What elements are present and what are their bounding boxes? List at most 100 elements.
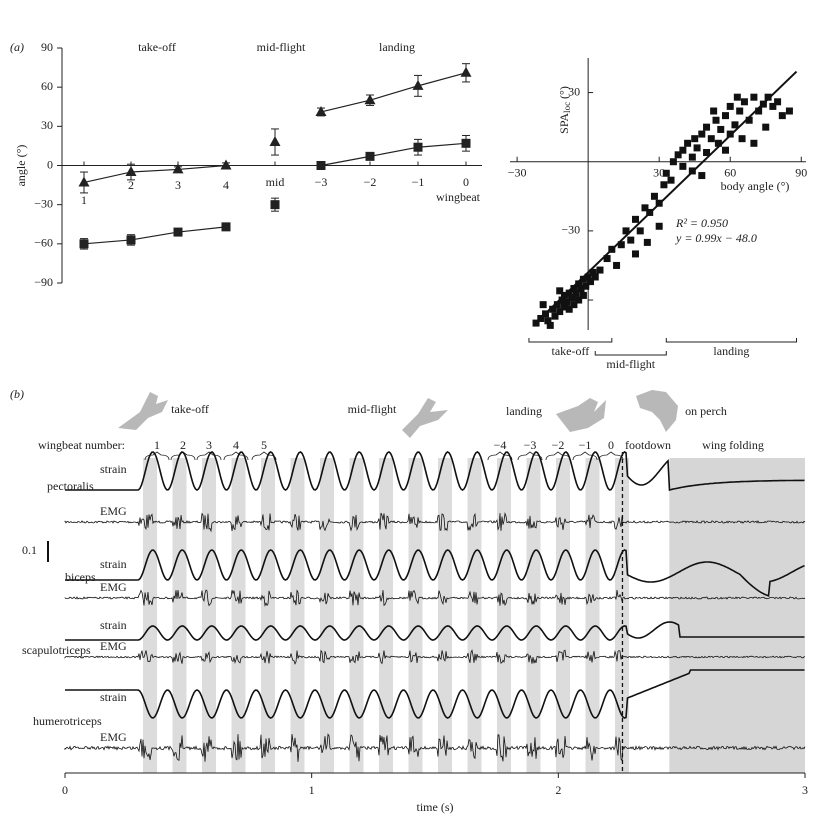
- wingbeat-number: −1: [579, 438, 592, 452]
- bird-midflight: [402, 398, 448, 438]
- signal-label: EMG: [100, 639, 127, 653]
- scatter-point: [733, 93, 741, 101]
- y-tick-label: 60: [41, 79, 53, 93]
- y-tick-label: 0: [47, 157, 53, 171]
- scatter-point: [755, 107, 763, 115]
- x-axis-label: body angle (°): [721, 179, 790, 193]
- wingbeat-number: 2: [180, 438, 186, 452]
- scatter-point: [679, 162, 687, 170]
- wingbeat-number: −4: [494, 438, 507, 452]
- scatter-point: [660, 181, 668, 189]
- muscle-name: pectoralis: [47, 479, 94, 493]
- triangle-marker: [172, 163, 184, 174]
- scatter-point: [577, 285, 585, 293]
- phase-bracket: [528, 338, 613, 343]
- bird-perch: [636, 390, 678, 432]
- bird-takeoff: [118, 392, 168, 430]
- scatter-point: [738, 135, 746, 143]
- y-tick-label: 30: [568, 84, 580, 98]
- phase-bracket: [665, 338, 798, 343]
- scatter-point: [662, 169, 670, 177]
- phase-label: on perch: [685, 404, 727, 418]
- x-tick-label: 1: [81, 193, 87, 207]
- square-marker: [173, 227, 183, 237]
- phase-annotation: take-off: [138, 40, 176, 54]
- scatter-point: [632, 215, 640, 223]
- muscle-name: scapulotriceps: [22, 643, 91, 657]
- wingbeat-stripe: [261, 458, 275, 773]
- scatter-point: [714, 139, 722, 147]
- emg-trace: [64, 649, 806, 665]
- y-tick-label: −30: [561, 223, 580, 237]
- scatter-point: [582, 282, 590, 290]
- y-axis-label: SPAloc (°): [557, 86, 572, 134]
- strain-trace: [65, 451, 805, 492]
- scatter-point: [575, 280, 583, 288]
- wingbeat-stripe: [320, 458, 334, 773]
- series-segment: [417, 72, 467, 87]
- wingbeat-brace: [196, 451, 222, 461]
- series-segment: [83, 171, 132, 184]
- triangle-marker: [78, 176, 90, 187]
- phase-label: mid-flight: [606, 357, 655, 371]
- x-tick-label: 90: [795, 165, 807, 179]
- triangle-marker: [220, 159, 232, 170]
- wingbeat-number: 0: [608, 438, 614, 452]
- scatter-point: [698, 172, 706, 180]
- scatter-point: [750, 93, 758, 101]
- scatter-point: [596, 266, 604, 274]
- square-marker: [365, 151, 375, 161]
- phase-label: mid-flight: [348, 402, 397, 416]
- series-segment: [417, 142, 467, 148]
- wingbeat-stripe: [585, 458, 600, 773]
- x-tick-label: 3: [802, 783, 808, 797]
- series-segment: [320, 99, 371, 113]
- scatter-point: [693, 144, 701, 152]
- scatter-point: [721, 112, 729, 120]
- triangle-marker: [125, 166, 137, 177]
- panel-label: (a): [10, 40, 24, 54]
- series-segment: [83, 239, 132, 245]
- muscle-name: biceps: [65, 570, 96, 584]
- strain-trace: [65, 549, 805, 598]
- bird-silhouettes: [118, 390, 678, 438]
- scatter-point: [632, 250, 640, 258]
- fit-line: [535, 70, 798, 324]
- scatter-point: [617, 241, 625, 249]
- triangle-marker: [460, 66, 472, 77]
- scatter-point: [622, 227, 630, 235]
- triangle-marker: [412, 79, 424, 90]
- emg-trace: [64, 589, 806, 607]
- equation-label: y = 0.99x − 48.0: [675, 231, 757, 245]
- square-marker: [270, 200, 280, 210]
- x-tick-label: 2: [555, 783, 561, 797]
- square-marker: [413, 142, 423, 152]
- signal-label: EMG: [100, 580, 127, 594]
- square-marker: [316, 161, 326, 170]
- wingbeat-stripe: [556, 458, 570, 773]
- wingbeat-stripe: [290, 458, 305, 773]
- scatter-point: [591, 273, 599, 281]
- scatter-point: [563, 298, 571, 306]
- y-label-main: SPA: [557, 113, 571, 134]
- signal-label: EMG: [100, 730, 127, 744]
- wingbeat-number: 4: [233, 438, 239, 452]
- scatter-point: [717, 125, 725, 133]
- wingbeat-stripe: [379, 458, 393, 773]
- x-axis-label: wingbeat: [436, 190, 481, 204]
- scatter-point: [679, 146, 687, 154]
- scatter-point: [565, 305, 573, 313]
- wingbeat-stripe: [526, 458, 541, 773]
- scatter-point: [669, 158, 677, 166]
- scatter-point: [698, 130, 706, 138]
- wingbeat-number: 5: [261, 438, 267, 452]
- phase-label: landing: [713, 344, 749, 358]
- series-segment: [320, 155, 371, 167]
- scatter-point: [551, 312, 559, 320]
- x-axis-label: time (s): [417, 800, 454, 814]
- scatter-point: [650, 192, 658, 200]
- x-tick-label: 0: [463, 175, 469, 189]
- square-marker: [461, 138, 471, 148]
- triangle-marker: [315, 105, 327, 116]
